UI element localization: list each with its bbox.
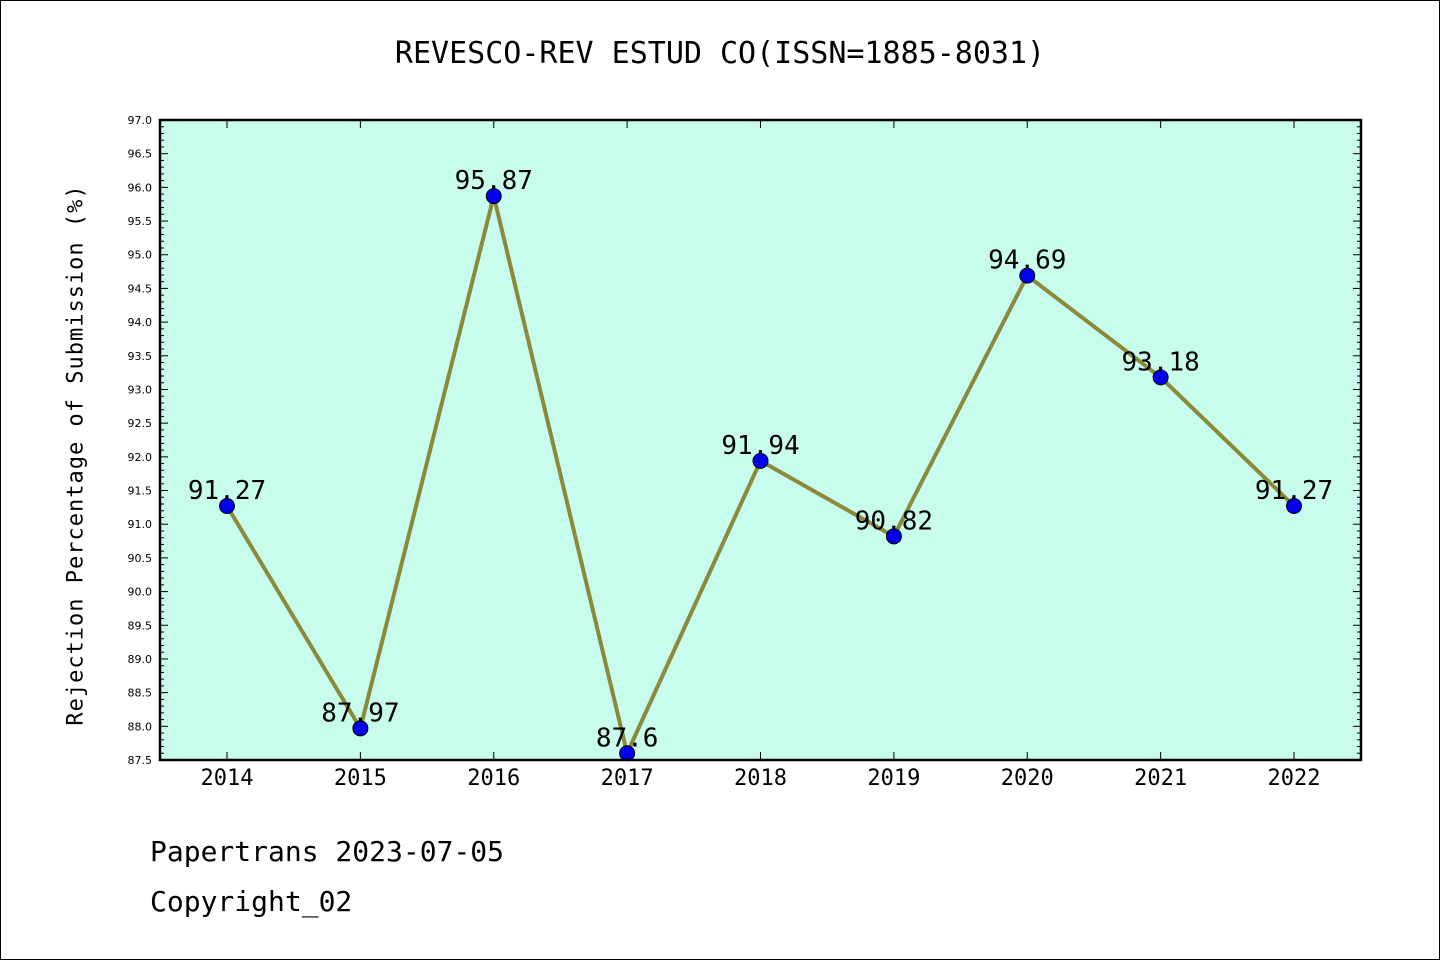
y-tick-label: 93.5 xyxy=(128,350,153,363)
data-label: 91.94 xyxy=(721,431,799,461)
x-tick-label: 2022 xyxy=(1268,766,1321,791)
y-tick-label: 96.0 xyxy=(128,181,153,194)
footer-copyright-text: Copyright_02 xyxy=(150,885,353,918)
data-label: 91.27 xyxy=(188,476,266,506)
data-label: 90.82 xyxy=(855,506,933,536)
data-label: 87.6 xyxy=(596,723,659,753)
y-tick-label: 96.5 xyxy=(128,148,153,161)
chart-title: REVESCO-REV ESTUD CO(ISSN=1885-8031) xyxy=(394,36,1046,71)
y-tick-label: 91.5 xyxy=(128,485,153,498)
data-label: 94.69 xyxy=(988,246,1066,276)
y-tick-label: 87.5 xyxy=(128,754,153,767)
data-label: 87.97 xyxy=(321,698,399,728)
y-tick-label: 90.5 xyxy=(128,552,153,565)
y-tick-label: 95.5 xyxy=(128,215,153,228)
plot-area xyxy=(160,120,1361,760)
data-point xyxy=(752,452,769,469)
y-tick-label: 92.5 xyxy=(128,417,153,430)
data-point xyxy=(219,498,235,515)
y-tick-label: 90.0 xyxy=(128,586,153,599)
plot-border xyxy=(158,118,1363,762)
data-point xyxy=(885,528,902,545)
x-tick-label: 2014 xyxy=(201,766,254,791)
x-tick-label: 2018 xyxy=(734,766,787,791)
data-point xyxy=(1286,498,1302,515)
data-point xyxy=(1152,369,1169,386)
y-tick-label: 93.0 xyxy=(128,383,153,396)
y-tick-label: 95.0 xyxy=(128,249,153,262)
footer-date-text: Papertrans 2023-07-05 xyxy=(150,835,505,868)
y-tick-label: 91.0 xyxy=(128,518,153,531)
y-tick-label: 94.5 xyxy=(128,282,153,295)
y-tick-label: 89.5 xyxy=(128,619,153,632)
y-tick-label: 92.0 xyxy=(128,451,153,464)
data-label: 91.27 xyxy=(1255,476,1333,506)
data-point xyxy=(1019,267,1036,284)
x-tick-label: 2015 xyxy=(334,766,387,791)
data-label: 93.18 xyxy=(1121,347,1199,377)
data-point xyxy=(352,720,369,737)
data-point xyxy=(485,188,502,205)
x-tick-label: 2021 xyxy=(1134,766,1187,791)
y-tick-label: 97.0 xyxy=(128,114,153,127)
x-tick-label: 2019 xyxy=(867,766,920,791)
y-tick-label: 89.0 xyxy=(128,653,153,666)
data-label: 95.87 xyxy=(455,166,533,196)
x-tick-label: 2016 xyxy=(467,766,520,791)
x-tick-label: 2017 xyxy=(601,766,654,791)
y-tick-label: 94.0 xyxy=(128,316,153,329)
y-tick-label: 88.5 xyxy=(128,687,153,700)
x-tick-label: 2020 xyxy=(1001,766,1054,791)
y-tick-label: 88.0 xyxy=(128,720,153,733)
